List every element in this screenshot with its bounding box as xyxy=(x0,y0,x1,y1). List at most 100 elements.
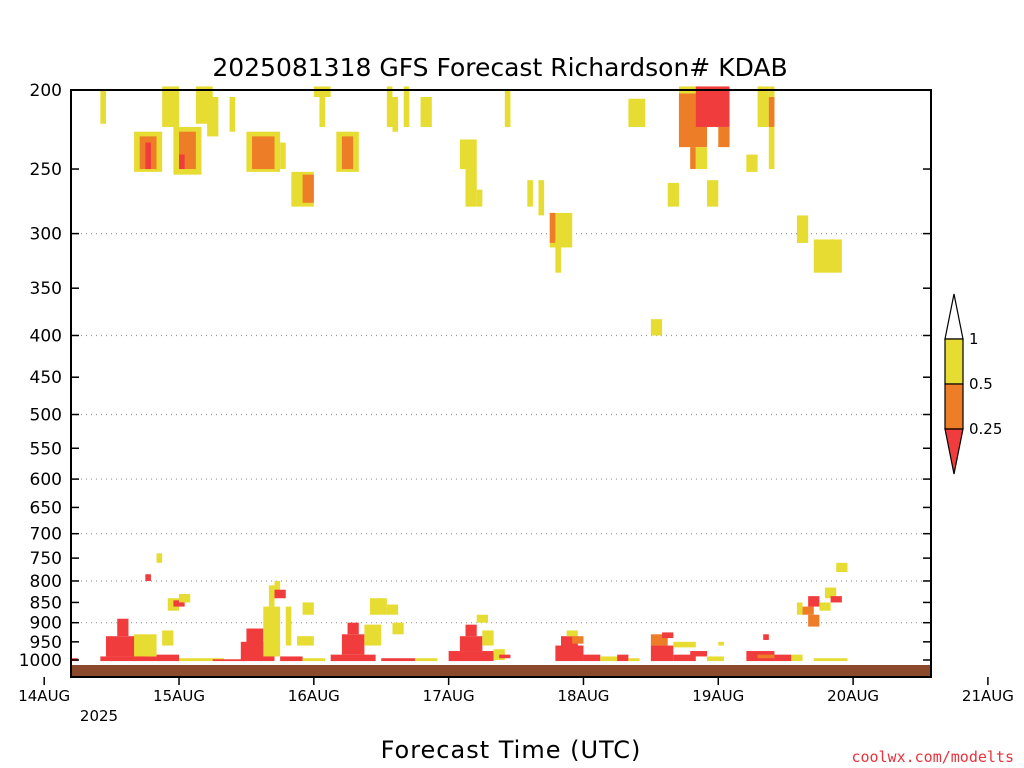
colorbar-bottom-arrow xyxy=(944,428,964,475)
ri-cell xyxy=(465,139,477,207)
data-cells xyxy=(71,86,848,662)
credit-text: coolwx.com/modelts xyxy=(851,748,1014,766)
y-tick-label: 750 xyxy=(30,549,62,569)
ri-cell xyxy=(280,656,303,662)
ri-cell xyxy=(156,654,180,662)
ri-cell xyxy=(268,585,275,607)
ri-cell xyxy=(280,142,286,170)
ground-bar xyxy=(71,665,931,677)
ri-cell xyxy=(403,86,410,127)
colorbar-label: 0.5 xyxy=(969,375,993,393)
ri-cell xyxy=(527,180,533,207)
colorbar: 1 0.5 0.25 xyxy=(944,293,1002,475)
ri-cell xyxy=(555,645,584,662)
ri-cell xyxy=(690,651,708,657)
colorbar-yellow xyxy=(944,338,964,385)
y-tick-label: 250 xyxy=(30,160,62,180)
ri-cell xyxy=(549,212,556,243)
ri-cell xyxy=(117,618,129,637)
ri-cell xyxy=(134,634,157,657)
ri-cell xyxy=(263,606,281,657)
ri-cell xyxy=(650,645,674,662)
gridlines xyxy=(71,232,931,624)
ri-cell xyxy=(763,634,769,640)
ri-cell xyxy=(465,624,477,637)
ri-cell xyxy=(392,97,399,132)
ri-cell xyxy=(628,658,640,662)
ri-cell xyxy=(145,142,151,170)
ri-cell xyxy=(628,98,646,127)
ri-cell xyxy=(667,182,679,207)
ri-cell xyxy=(459,139,466,170)
ri-cell xyxy=(179,154,185,170)
x-tick-label: 17AUG xyxy=(423,687,475,705)
ri-cell xyxy=(246,628,264,644)
ri-cell xyxy=(718,126,730,148)
ri-cell xyxy=(482,630,494,646)
y-tick-label: 550 xyxy=(30,439,62,459)
ri-cell xyxy=(274,589,286,599)
y-axis: 200 250 300 350 400 450 500 550 600 650 700 750 8008… xyxy=(19,81,931,671)
ri-cell xyxy=(650,634,668,646)
ri-cell xyxy=(274,580,281,595)
ri-cell xyxy=(100,656,157,662)
ri-cell xyxy=(302,658,326,662)
ri-cell xyxy=(707,656,724,662)
y-tick-label: 950 xyxy=(30,633,62,653)
ri-cell xyxy=(538,180,545,216)
ri-cell xyxy=(836,562,848,573)
ri-cell xyxy=(830,596,842,603)
ri-cell xyxy=(600,656,618,662)
ri-cell xyxy=(757,86,769,127)
colorbar-orange xyxy=(944,383,964,430)
ri-cell xyxy=(493,649,505,660)
ri-cell xyxy=(802,606,814,615)
y-tick-label: 300 xyxy=(30,225,62,245)
y-tick-label: 850 xyxy=(30,593,62,613)
ri-cell xyxy=(796,602,803,615)
ri-cell xyxy=(825,587,837,599)
ri-cell xyxy=(673,641,696,648)
x-tick-label: 21AUG xyxy=(962,687,1014,705)
ri-cell xyxy=(296,636,314,646)
ri-cell xyxy=(162,86,180,127)
plot-frame xyxy=(70,89,932,678)
y-tick-label: 600 xyxy=(30,470,62,490)
ri-cell xyxy=(791,654,803,662)
y-tick-label: 350 xyxy=(30,279,62,299)
ri-cell xyxy=(364,624,382,646)
y-tick-label: 800 xyxy=(30,572,62,592)
ri-cell xyxy=(560,636,578,648)
ri-cell xyxy=(662,632,674,639)
ri-cell xyxy=(707,180,719,207)
x-year-label: 2025 xyxy=(80,707,118,725)
ri-cell xyxy=(162,630,174,646)
colorbar-label: 1 xyxy=(969,330,979,348)
ri-cell xyxy=(341,634,365,655)
ri-cell xyxy=(414,658,438,662)
ri-cell xyxy=(386,86,393,127)
chart-title: 2025081318 GFS Forecast Richardson# KDAB xyxy=(212,53,787,82)
ri-cell xyxy=(813,658,848,662)
x-tick-label: 15AUG xyxy=(153,687,205,705)
ri-cell xyxy=(718,641,724,646)
ri-cell xyxy=(499,654,511,659)
ri-cell xyxy=(504,90,511,127)
ri-cell xyxy=(386,604,399,615)
ri-cell xyxy=(617,654,629,662)
ri-cell xyxy=(695,147,708,170)
ri-cell xyxy=(313,86,331,98)
ri-cell xyxy=(302,602,314,615)
ri-cell xyxy=(370,598,387,615)
x-tick-label: 19AUG xyxy=(692,687,744,705)
y-tick-label: 700 xyxy=(30,525,62,545)
ri-cell xyxy=(420,97,432,127)
ri-cell xyxy=(319,97,326,127)
ri-cell xyxy=(768,86,775,170)
colorbar-top-arrow xyxy=(944,293,964,340)
ri-cell xyxy=(381,658,415,662)
ri-cell xyxy=(476,189,483,207)
ri-cell xyxy=(768,97,775,127)
ri-cell xyxy=(179,594,191,603)
